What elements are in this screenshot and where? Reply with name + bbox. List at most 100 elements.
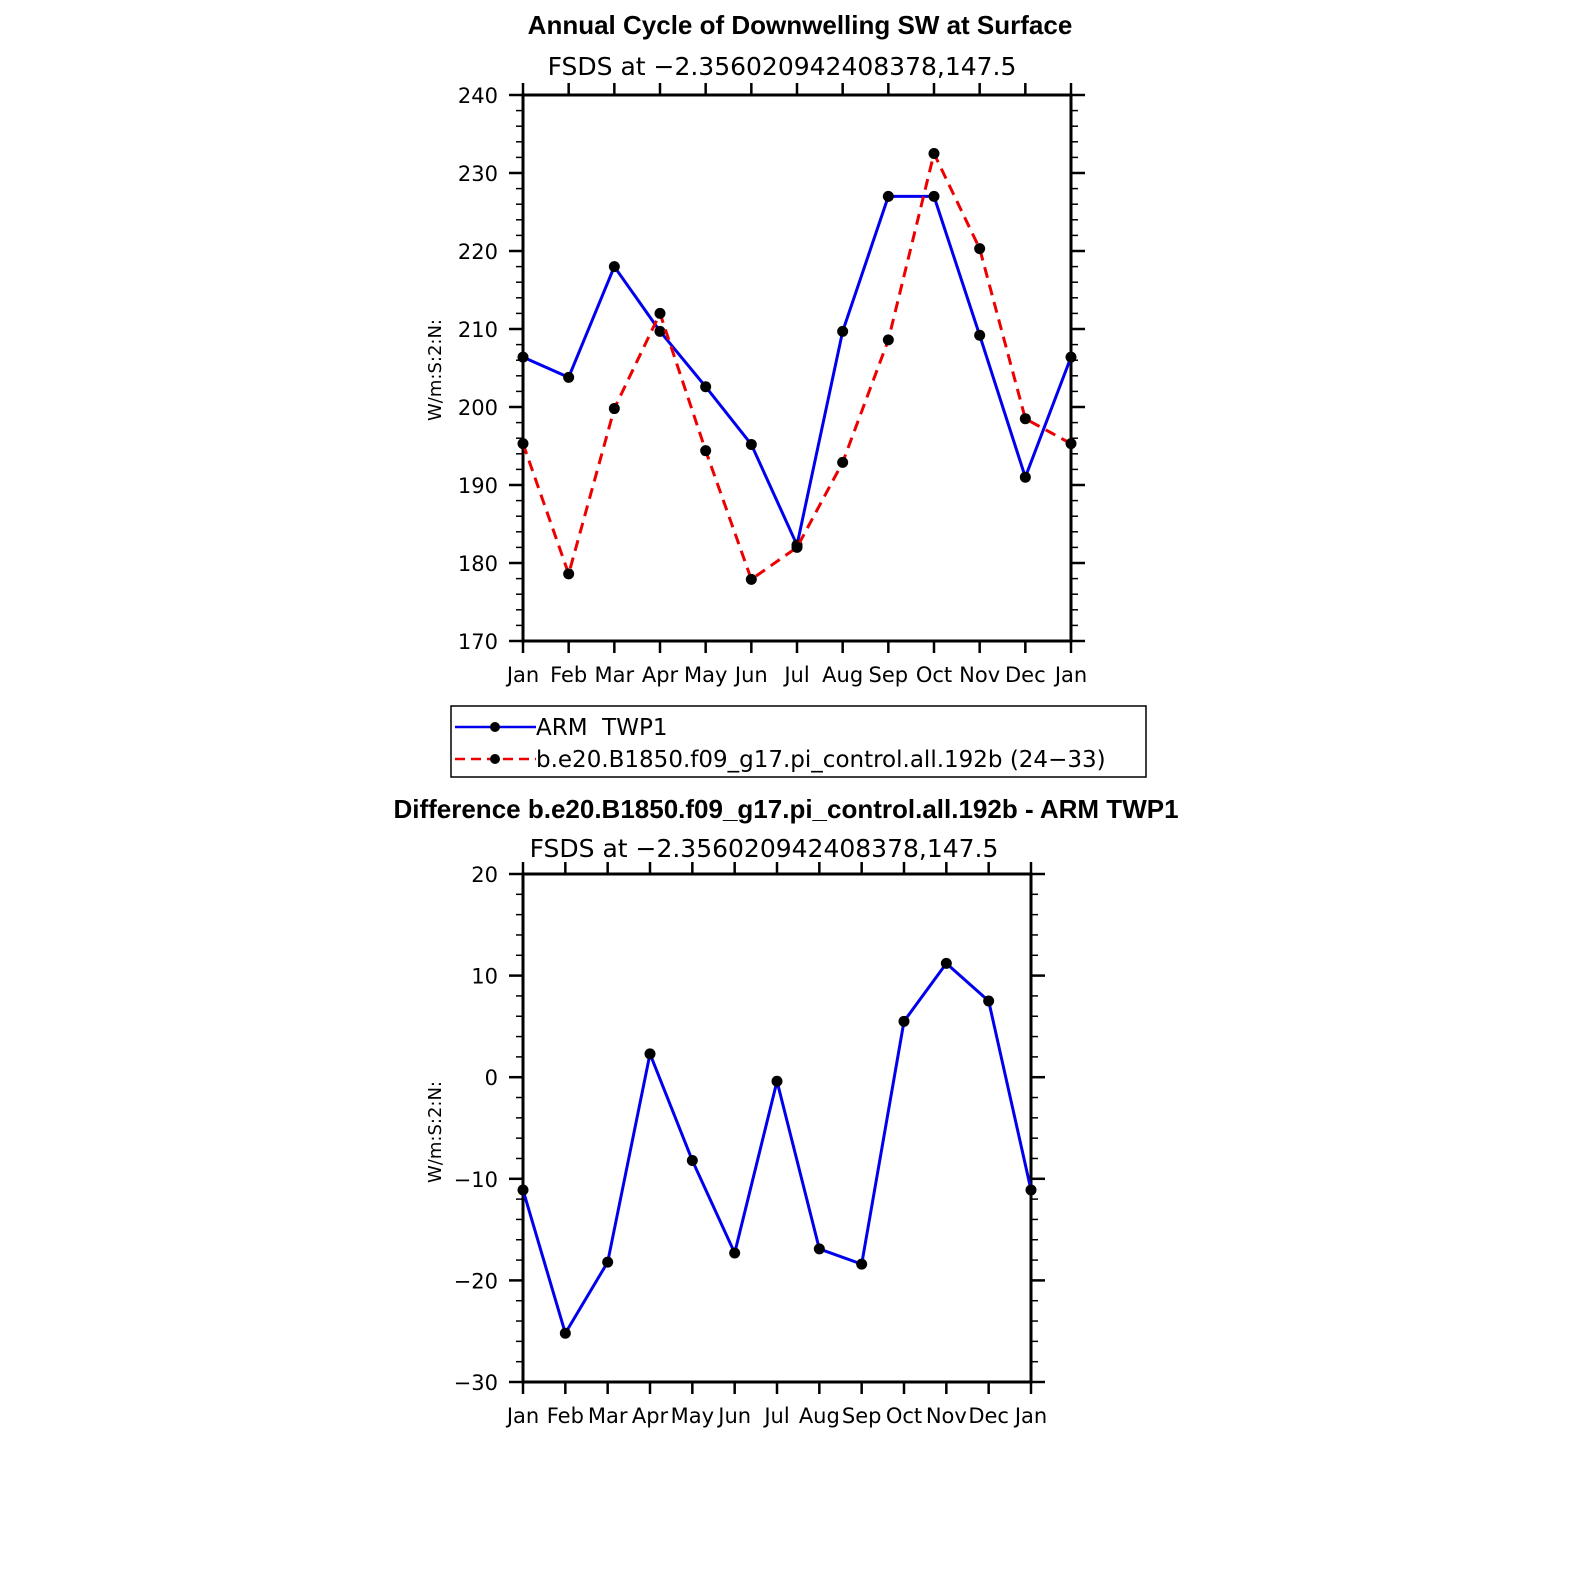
data-point bbox=[940, 957, 952, 969]
data-point bbox=[928, 148, 940, 159]
x-tick-label: Oct bbox=[916, 663, 952, 687]
data-point bbox=[602, 1256, 614, 1268]
data-point bbox=[1065, 438, 1077, 450]
chart-title: Annual Cycle of Downwelling SW at Surfac… bbox=[528, 10, 1073, 40]
x-tick-label: Jan bbox=[505, 663, 539, 687]
data-point bbox=[983, 995, 995, 1007]
legend-marker-obs bbox=[490, 722, 500, 732]
data-point bbox=[563, 371, 575, 383]
plot-series bbox=[517, 957, 1037, 1339]
y-tick-label: 20 bbox=[471, 863, 498, 887]
y-tick-label: 210 bbox=[458, 318, 498, 342]
y-tick-label: 230 bbox=[458, 162, 498, 186]
x-tick-label: Nov bbox=[959, 663, 1000, 687]
data-point bbox=[654, 307, 666, 319]
x-tick-label: Sep bbox=[869, 663, 909, 687]
chart-title: Difference b.e20.B1850.f09_g17.pi_contro… bbox=[393, 794, 1178, 824]
chart-subtitle: FSDS at −2.356020942408378,147.5 bbox=[548, 52, 1017, 81]
difference-chart: Difference b.e20.B1850.f09_g17.pi_contro… bbox=[393, 794, 1178, 1428]
plot-frame bbox=[521, 872, 1033, 1384]
data-point bbox=[700, 381, 712, 393]
x-tick-label: Dec bbox=[1005, 663, 1046, 687]
x-tick-label: May bbox=[671, 1404, 714, 1428]
plot-series bbox=[517, 148, 1077, 585]
data-point bbox=[813, 1243, 825, 1255]
data-point bbox=[791, 541, 803, 553]
data-point bbox=[729, 1247, 741, 1259]
y-tick-label: 220 bbox=[458, 240, 498, 264]
x-tick-label: Jul bbox=[762, 1404, 789, 1428]
y-tick-label: −10 bbox=[454, 1168, 498, 1192]
y-tick-label: 170 bbox=[458, 630, 498, 654]
y-axis-label: W/m:S:2:N: bbox=[425, 1081, 446, 1183]
series-line-0 bbox=[522, 194, 1073, 547]
x-tick-label: Apr bbox=[642, 663, 679, 687]
y-tick-label: −30 bbox=[454, 1371, 498, 1395]
y-tick-label: 200 bbox=[458, 396, 498, 420]
legend-marker-model bbox=[490, 754, 500, 764]
data-point bbox=[882, 190, 894, 202]
x-tick-label: Jan bbox=[1053, 663, 1087, 687]
data-point bbox=[928, 190, 940, 202]
data-point bbox=[517, 1184, 529, 1196]
y-axis-label: W/m:S:2:N: bbox=[425, 319, 446, 421]
data-point bbox=[700, 445, 712, 457]
data-point bbox=[1019, 471, 1031, 483]
legend-box bbox=[450, 705, 1147, 778]
x-tick-label: Jan bbox=[1013, 1404, 1047, 1428]
x-tick-label: Jun bbox=[716, 1404, 751, 1428]
data-point bbox=[644, 1048, 656, 1060]
data-point bbox=[837, 456, 849, 468]
data-point bbox=[686, 1155, 698, 1167]
x-tick-label: Oct bbox=[886, 1404, 922, 1428]
legend: ARM TWP1 b.e20.B1850.f09_g17.pi_control.… bbox=[450, 705, 1147, 778]
x-tick-label: Mar bbox=[588, 1404, 628, 1428]
annual-cycle-chart: Annual Cycle of Downwelling SW at Surfac… bbox=[425, 10, 1087, 687]
x-tick-label: Mar bbox=[595, 663, 635, 687]
data-point bbox=[974, 243, 986, 255]
data-point bbox=[882, 334, 894, 346]
data-point bbox=[974, 329, 986, 341]
data-point bbox=[517, 351, 529, 363]
y-tick-label: 0 bbox=[485, 1066, 498, 1090]
data-point bbox=[837, 325, 849, 337]
legend-label-model: b.e20.B1850.f09_g17.pi_control.all.192b … bbox=[536, 747, 1106, 773]
x-tick-label: Feb bbox=[550, 663, 587, 687]
data-point bbox=[654, 325, 666, 337]
data-point bbox=[898, 1015, 910, 1027]
x-tick-label: Dec bbox=[968, 1404, 1009, 1428]
plot-axes: −30 −20 −10 0 10 20 Jan Feb Mar Apr May Jun Jul Aug Se… bbox=[454, 862, 1047, 1428]
series-line-0 bbox=[521, 961, 1033, 1335]
x-tick-label: Sep bbox=[842, 1404, 882, 1428]
chart-subtitle: FSDS at −2.356020942408378,147.5 bbox=[530, 834, 999, 863]
legend-label-obs: ARM TWP1 bbox=[536, 715, 667, 741]
data-point bbox=[608, 403, 620, 415]
data-point bbox=[608, 261, 620, 273]
data-point bbox=[559, 1327, 571, 1339]
data-point bbox=[745, 573, 757, 585]
data-point bbox=[856, 1258, 868, 1270]
x-tick-label: May bbox=[684, 663, 727, 687]
data-point bbox=[517, 438, 529, 450]
y-tick-label: 10 bbox=[471, 965, 498, 989]
x-tick-label: Jan bbox=[505, 1404, 539, 1428]
data-point bbox=[563, 568, 575, 580]
y-tick-label: −20 bbox=[454, 1269, 498, 1293]
x-tick-label: Nov bbox=[926, 1404, 967, 1428]
x-tick-label: Jul bbox=[782, 663, 809, 687]
x-tick-label: Feb bbox=[547, 1404, 584, 1428]
data-point bbox=[771, 1075, 783, 1087]
x-tick-label: Aug bbox=[822, 663, 863, 687]
x-tick-label: Jun bbox=[733, 663, 768, 687]
y-tick-label: 190 bbox=[458, 474, 498, 498]
data-point bbox=[1019, 413, 1031, 425]
y-tick-label: 240 bbox=[458, 84, 498, 108]
data-point bbox=[1025, 1184, 1037, 1196]
x-tick-label: Apr bbox=[632, 1404, 669, 1428]
y-tick-label: 180 bbox=[458, 552, 498, 576]
data-point bbox=[1065, 351, 1077, 363]
data-point bbox=[745, 438, 757, 450]
x-tick-label: Aug bbox=[799, 1404, 840, 1428]
